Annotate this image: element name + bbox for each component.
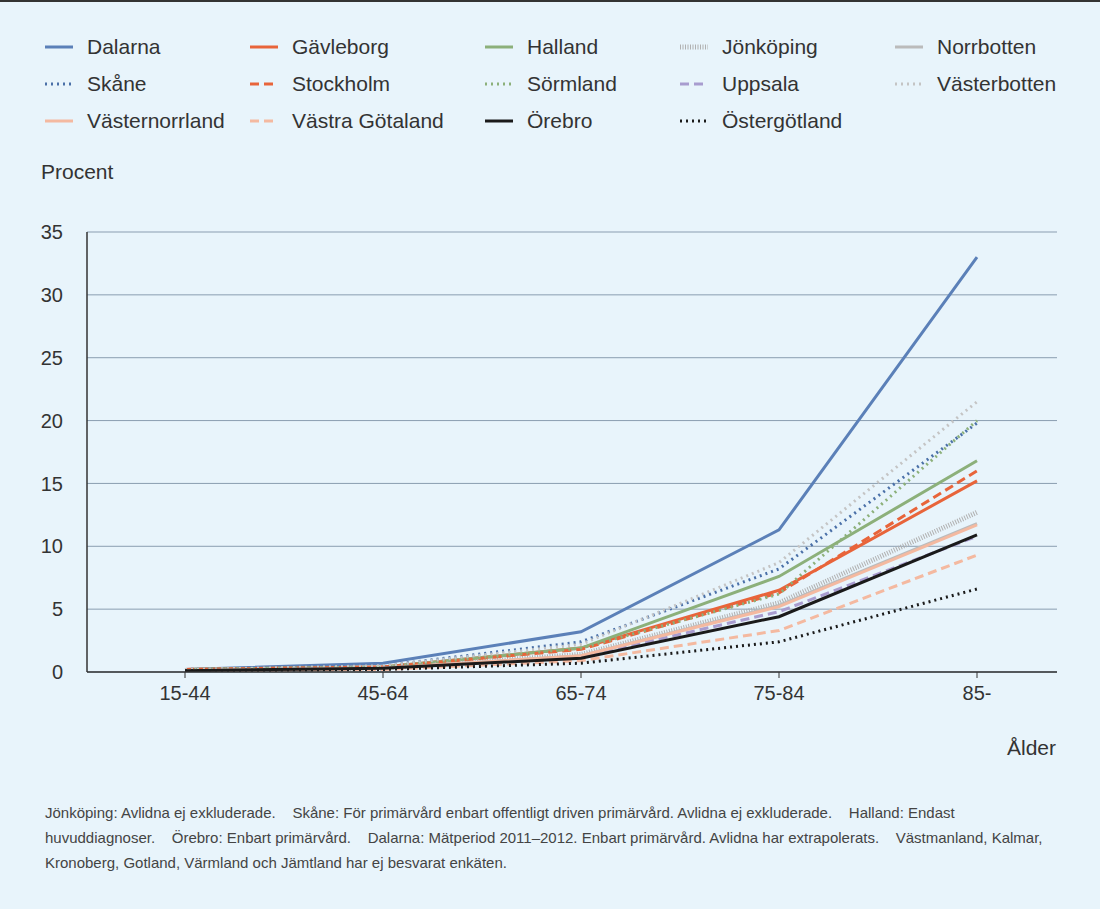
svg-text:5: 5 bbox=[52, 598, 63, 620]
svg-text:85-: 85- bbox=[963, 682, 992, 704]
html-text:Halland: Endast huvuddiagnoser: Halland: Endast huvuddiagnoser. bbox=[45, 804, 955, 846]
html-text:Gävleborg: Gävleborg bbox=[292, 35, 389, 58]
html-text:Västra Götaland: Västra Götaland bbox=[292, 109, 444, 132]
html-text:Dalarna: Mätperiod 2011–2012.: Dalarna: Mätperiod 2011–2012. Enbart pri… bbox=[367, 829, 880, 846]
html-text:Östergötland: Östergötland bbox=[722, 109, 843, 132]
svg-text:20: 20 bbox=[41, 410, 63, 432]
html-text:Skåne: För primärvård enbart o: Skåne: För primärvård enbart offentligt … bbox=[292, 804, 833, 821]
svg-text:35: 35 bbox=[41, 221, 63, 243]
html-text:Västerbotten: Västerbotten bbox=[937, 72, 1057, 95]
html-text:Stockholm: Stockholm bbox=[292, 72, 390, 95]
html-text:Jönköping: Jönköping bbox=[722, 35, 818, 58]
html-text:Örebro: Enbart primärvård.: Örebro: Enbart primärvård. bbox=[171, 829, 351, 846]
html-text:Norrbotten: Norrbotten bbox=[937, 35, 1037, 58]
html-text:Ålder: Ålder bbox=[1007, 736, 1056, 759]
html-text:Sörmland: Sörmland bbox=[527, 72, 617, 95]
svg-text:15-44: 15-44 bbox=[159, 682, 210, 704]
html-text:Dalarna: Dalarna bbox=[87, 35, 161, 58]
html-text:Västmanland, Kalmar, Kronoberg: Västmanland, Kalmar, Kronoberg, Gotland,… bbox=[45, 829, 1043, 871]
html-text:Örebro: Örebro bbox=[527, 109, 593, 132]
svg-text:45-64: 45-64 bbox=[357, 682, 408, 704]
svg-text:65-74: 65-74 bbox=[555, 682, 606, 704]
html-text:Skåne: Skåne bbox=[87, 72, 147, 95]
html-text:Uppsala: Uppsala bbox=[722, 72, 800, 95]
svg-text:25: 25 bbox=[41, 347, 63, 369]
svg-text:75-84: 75-84 bbox=[753, 682, 804, 704]
svg-text:15: 15 bbox=[41, 473, 63, 495]
html-text:Halland: Halland bbox=[527, 35, 599, 58]
html-text:Procent: Procent bbox=[41, 160, 114, 183]
html-text:Västernorrland: Västernorrland bbox=[87, 109, 225, 132]
svg-text:30: 30 bbox=[41, 284, 63, 306]
html-text:Jönköping: Avlidna ej exkluder: Jönköping: Avlidna ej exkluderade. bbox=[45, 804, 276, 821]
svg-text:10: 10 bbox=[41, 535, 63, 557]
svg-text:0: 0 bbox=[52, 661, 63, 683]
